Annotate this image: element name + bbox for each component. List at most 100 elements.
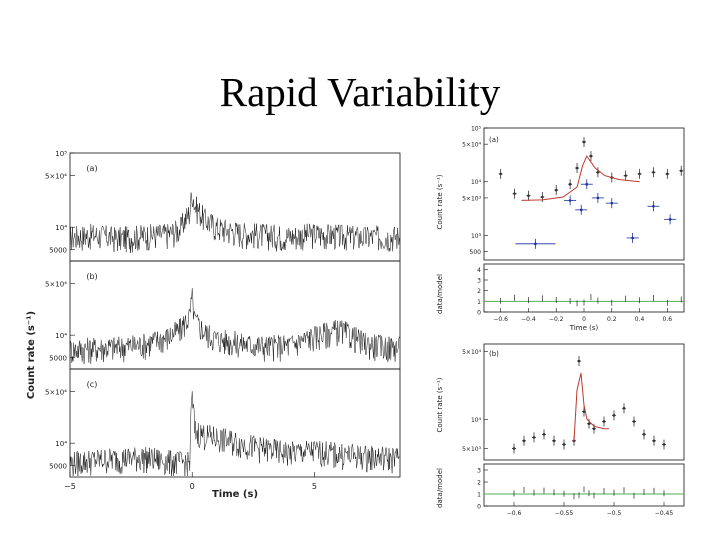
x-tick-label: 5 bbox=[312, 482, 317, 491]
x-tick-label: −0.5 bbox=[607, 510, 622, 517]
data-point bbox=[652, 439, 656, 443]
data-point bbox=[652, 170, 655, 174]
y-tick-label: 5000 bbox=[49, 463, 67, 471]
data-point bbox=[534, 242, 537, 246]
data-point bbox=[568, 199, 572, 202]
x-tick-label: −0.55 bbox=[555, 510, 574, 517]
upper-frame bbox=[483, 127, 685, 261]
rb-panel-label: (b) bbox=[489, 350, 499, 358]
data-point bbox=[668, 218, 672, 221]
y-tick-label: 5000 bbox=[49, 355, 67, 363]
right-bottom-figure: Count rate (s⁻¹) data/model (b) 5×10⁴ 10⁴… bbox=[436, 343, 685, 517]
data-point bbox=[631, 236, 634, 240]
x-tick-label: 0.6 bbox=[663, 316, 673, 323]
data-point bbox=[587, 422, 591, 426]
light-curve-series bbox=[69, 391, 400, 477]
data-point bbox=[610, 201, 614, 205]
y-tick-label: 5×10⁴ bbox=[45, 172, 67, 180]
data-point bbox=[512, 447, 516, 450]
ratio-tick-label: 1 bbox=[477, 299, 481, 306]
data-point bbox=[612, 414, 616, 417]
data-point bbox=[568, 182, 572, 186]
y-tick-label: 5×10³ bbox=[462, 195, 481, 202]
ratio-tick-label: 2 bbox=[477, 480, 481, 487]
data-point bbox=[666, 172, 669, 176]
ratio-tick-label: 0 bbox=[477, 504, 481, 511]
data-point bbox=[522, 439, 526, 443]
data-point bbox=[589, 154, 593, 158]
left-lightcurve-figure: Count rate (s⁻¹) Time (s) (a) 10⁵ 5×10⁴ 10⁴… bbox=[26, 150, 401, 500]
data-point bbox=[662, 443, 666, 446]
data-point bbox=[642, 433, 646, 436]
data-point bbox=[596, 196, 600, 200]
panel-frame bbox=[69, 368, 401, 478]
light-curve-series bbox=[69, 288, 400, 365]
data-point bbox=[624, 174, 627, 177]
x-tick-label: −0.4 bbox=[521, 316, 536, 323]
panel-label: (b) bbox=[86, 272, 97, 281]
data-point bbox=[652, 204, 655, 208]
y-tick-label: 5×10⁴ bbox=[462, 349, 481, 356]
data-point bbox=[585, 182, 589, 186]
data-point bbox=[579, 208, 583, 212]
data-point bbox=[499, 172, 502, 176]
y-tick-label: 5×10⁴ bbox=[45, 388, 67, 396]
y-tick-label: 5×10³ bbox=[462, 446, 481, 453]
panel-label: (a) bbox=[86, 164, 97, 173]
x-tick-label: −0.45 bbox=[655, 510, 674, 517]
y-tick-label: 10⁴ bbox=[55, 332, 67, 340]
y-tick-label: 10⁴ bbox=[471, 179, 482, 186]
data-point bbox=[562, 443, 566, 446]
ratio-tick-label: 1 bbox=[477, 492, 481, 499]
ratio-tick-label: 0 bbox=[477, 310, 481, 317]
data-point bbox=[513, 192, 516, 195]
data-point bbox=[582, 410, 586, 413]
y-tick-label: 5×10⁴ bbox=[462, 142, 481, 149]
y-tick-label: 5000 bbox=[49, 247, 67, 255]
x-tick-label: 0.2 bbox=[607, 316, 617, 323]
ratio-tick-label: 4 bbox=[477, 267, 481, 274]
rt-panel-label: (a) bbox=[489, 136, 499, 144]
ratio-tick-label: 3 bbox=[477, 468, 481, 475]
data-point bbox=[638, 172, 641, 176]
rt-x-axis-label: Time (s) bbox=[569, 324, 599, 332]
data-point bbox=[532, 436, 536, 439]
ratio-frame bbox=[483, 463, 685, 507]
data-point bbox=[596, 170, 600, 174]
data-point bbox=[542, 433, 546, 436]
y-tick-label: 5×10⁴ bbox=[45, 280, 67, 288]
y-tick-label: 10⁴ bbox=[471, 417, 482, 424]
x-tick-label: 0 bbox=[582, 316, 586, 323]
data-point bbox=[575, 166, 579, 170]
y-tick-label: 10⁵ bbox=[55, 150, 67, 158]
right-top-figure: Count rate (s⁻¹) data/model Time (s) (a)… bbox=[436, 126, 685, 332]
model-curve bbox=[521, 155, 640, 201]
y-tick-label: 500 bbox=[470, 249, 482, 256]
data-point bbox=[554, 188, 558, 192]
upper-frame bbox=[483, 343, 685, 461]
panel-label: (c) bbox=[87, 380, 98, 389]
model-curve bbox=[573, 372, 609, 441]
left-y-axis-label: Count rate (s⁻¹) bbox=[26, 311, 37, 399]
data-point bbox=[622, 406, 626, 410]
panel-frame bbox=[69, 260, 401, 370]
data-point bbox=[602, 420, 606, 423]
x-tick-label: −0.2 bbox=[549, 316, 564, 323]
y-tick-label: 10³ bbox=[471, 233, 482, 240]
slide-title: Rapid Variability bbox=[219, 69, 501, 115]
data-point bbox=[582, 140, 586, 144]
x-tick-label: −0.6 bbox=[507, 510, 522, 517]
y-tick-label: 10⁴ bbox=[55, 224, 67, 232]
data-point bbox=[552, 439, 556, 443]
rb-ratio-axis-label: data/model bbox=[436, 468, 444, 508]
x-tick-label: 0.4 bbox=[635, 316, 645, 323]
x-tick-label: 0 bbox=[190, 482, 195, 491]
data-point bbox=[632, 420, 636, 423]
data-point bbox=[527, 194, 530, 198]
data-point bbox=[577, 359, 581, 363]
light-curve-series bbox=[69, 192, 400, 253]
x-tick-label: −5 bbox=[64, 482, 76, 491]
rb-y-axis-label: Count rate (s⁻¹) bbox=[436, 377, 444, 432]
data-point bbox=[592, 427, 596, 431]
rt-y-axis-label: Count rate (s⁻¹) bbox=[436, 174, 444, 229]
